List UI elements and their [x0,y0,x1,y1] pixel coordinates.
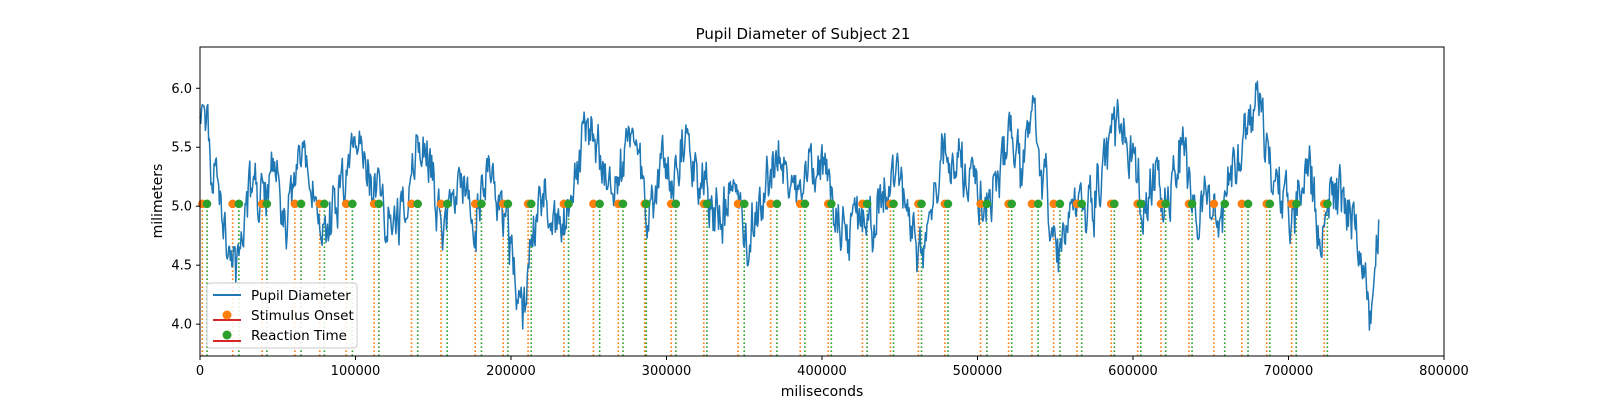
legend-box [206,282,358,349]
reaction-time-point [618,199,628,209]
reaction-time-point [1033,199,1043,209]
reaction-time-point [739,199,749,209]
reaction-time-point [641,199,651,209]
stimulus-onset-point [766,199,775,209]
reaction-time-point [982,199,992,209]
reaction-time-point [827,199,836,209]
reaction-time-point [1110,199,1119,209]
stimulus-onset-point [228,199,237,209]
reaction-time-point [1055,199,1065,209]
reaction-time-point [671,199,681,209]
reaction-time-point [917,199,926,209]
x-axis-label: miliseconds [781,384,864,400]
x-axis: 0 100000 200000 300000 400000 500000 600000 700… [196,356,1469,379]
legend: Pupil Diameter Stimulus Onset Reaction T… [206,282,358,349]
reaction-time-point [413,199,423,209]
x-tick-label: 700000 [1264,364,1314,379]
reaction-time-point [320,199,329,209]
reaction-time-point [772,199,782,209]
legend-pupil-label: Pupil Diameter [251,288,351,304]
y-tick-label: 4.0 [171,318,192,333]
x-tick-label: 0 [196,364,204,379]
legend-reaction-label: Reaction Time [251,328,347,344]
legend-stimulus-swatch [222,310,232,320]
x-tick-label: 300000 [642,364,692,379]
x-tick-label: 500000 [953,364,1003,379]
x-tick-label: 100000 [331,364,381,379]
legend-reaction-swatch [222,330,232,340]
stimulus-onset-point [976,199,985,209]
stimulus-onset-point [436,199,446,209]
x-tick-label: 200000 [486,364,536,379]
y-tick-label: 5.0 [171,200,192,215]
pupil-diameter-line [199,80,1380,331]
reaction-time-point [374,199,384,209]
reaction-time-point [202,199,212,209]
reaction-time-point [1291,199,1301,209]
y-tick-label: 5.5 [171,141,192,156]
reaction-time-point [889,199,898,209]
reaction-time-point [595,199,604,209]
y-tick-label: 6.0 [171,82,192,97]
reaction-time-point [348,199,357,209]
y-axis-label: milimeters [150,164,166,239]
reaction-time-point [1220,199,1230,209]
chart-title: Pupil Diameter of Subject 21 [696,25,911,43]
reaction-time-point [262,199,272,209]
stimulus-onset-point [1237,199,1247,209]
reaction-time-point [526,199,536,209]
stimulus-onset-point [470,199,480,209]
y-tick-label: 4.5 [171,259,192,274]
reaction-time-point [477,199,486,209]
stimulus-onset-point [407,199,416,209]
reaction-time-point [1323,199,1332,209]
reaction-time-point [862,199,872,209]
stimulus-onset-point [341,199,351,209]
reaction-time-point [1243,199,1253,209]
stimulus-onset-point [290,199,300,209]
stimulus-onset-point [1049,199,1058,209]
pupil-line-layer [199,80,1380,331]
stimulus-onset-point [733,199,743,209]
reaction-time-point [943,199,953,209]
reaction-time-point [503,199,513,209]
reaction-time-point [1265,199,1275,209]
stimulus-onset-point [1209,199,1219,209]
reaction-time-point [1187,199,1197,209]
reaction-time-point [564,199,573,209]
reaction-time-point [1136,199,1146,209]
y-axis: 4.0 4.5 5.0 5.5 6.0 [171,82,200,333]
x-tick-label: 600000 [1108,364,1158,379]
reaction-time-point [702,199,712,209]
reaction-time-point [1077,199,1086,209]
reaction-time-point [1007,199,1017,209]
reaction-time-point [296,199,306,209]
reaction-time-point [234,199,244,209]
reaction-time-point [800,199,810,209]
legend-stimulus-label: Stimulus Onset [251,308,354,324]
reaction-time-point [442,199,452,209]
reaction-time-point [1161,199,1170,209]
event-points [198,199,1332,209]
x-tick-label: 800000 [1419,364,1469,379]
x-tick-label: 400000 [797,364,847,379]
stimulus-onset-point [589,199,598,209]
stimulus-onset-point [1027,199,1037,209]
